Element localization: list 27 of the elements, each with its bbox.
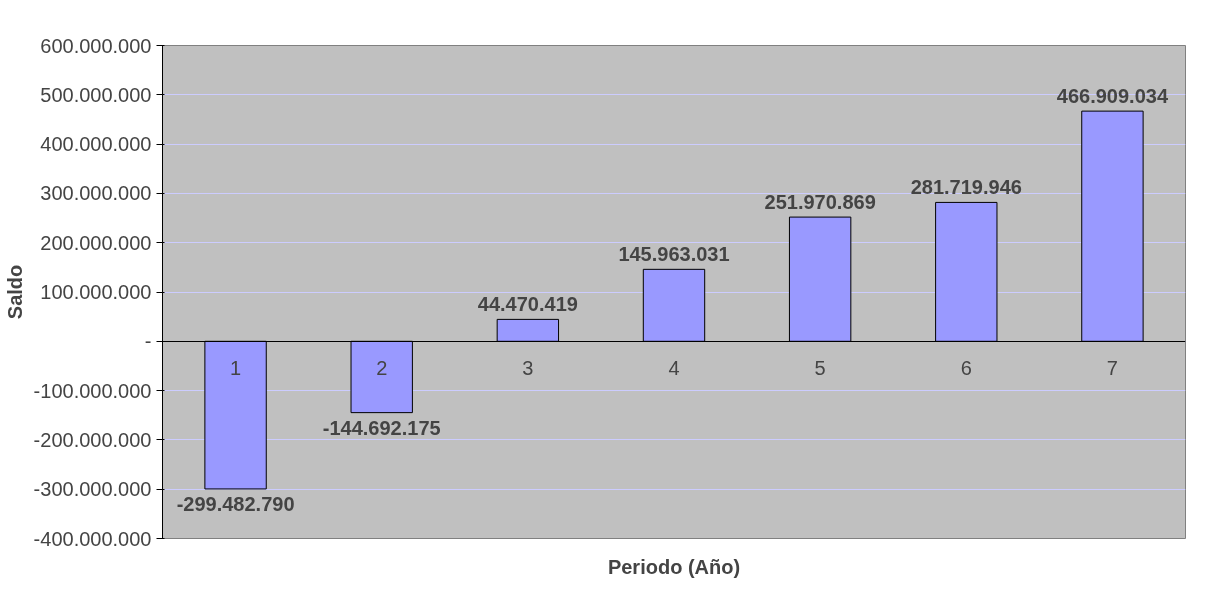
x-tick-label: 7 — [1106, 357, 1118, 380]
x-tick-label: 5 — [814, 357, 826, 380]
y-tick-label: 300.000.000 — [40, 182, 152, 205]
x-tick-label: 1 — [230, 357, 242, 380]
text: -299.482.790 — [176, 492, 295, 515]
y-tick-label: 400.000.000 — [40, 133, 152, 156]
y-tick-label: - — [144, 330, 152, 353]
y-tick-label: -400.000.000 — [33, 527, 152, 550]
y-tick-label: 100.000.000 — [40, 281, 152, 303]
text: 281.719.946 — [910, 176, 1022, 199]
text: 251.970.869 — [764, 191, 876, 214]
y-tick-label: -200.000.000 — [33, 428, 152, 451]
y-tick-label: -100.000.000 — [33, 379, 152, 402]
text: -144.692.175 — [322, 416, 441, 439]
y-tick-label: 500.000.000 — [40, 83, 152, 106]
x-tick-label: 2 — [376, 357, 388, 380]
text: 466.909.034 — [1056, 85, 1169, 108]
text: 145.963.031 — [618, 243, 730, 266]
text: 44.470.419 — [477, 293, 578, 316]
y-tick-label: 600.000.000 — [40, 34, 152, 57]
y-tick-label: -300.000.000 — [33, 478, 152, 501]
x-tick-label: 6 — [960, 357, 972, 380]
x-tick-label: 4 — [668, 357, 680, 380]
y-tick-label: 200.000.000 — [40, 231, 152, 254]
x-axis-title: Periodo (Año) — [607, 555, 741, 578]
x-tick-label: 3 — [522, 357, 534, 380]
y-axis-title: Saldo — [3, 264, 26, 320]
